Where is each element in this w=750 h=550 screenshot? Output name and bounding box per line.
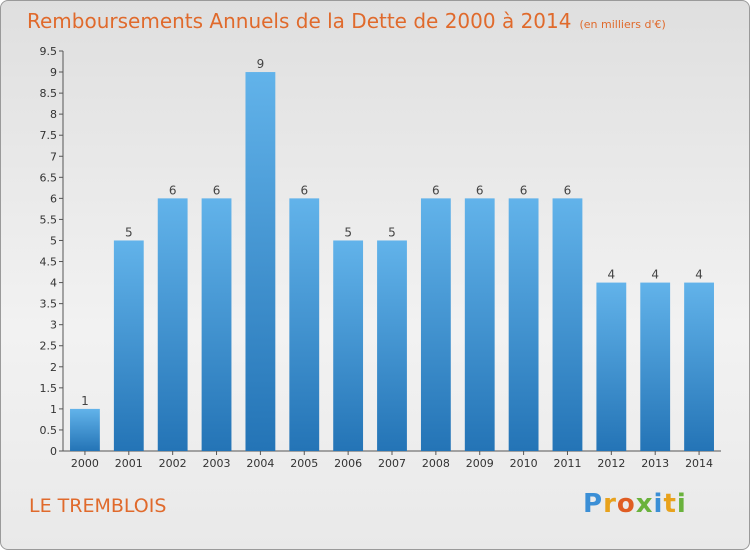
commune-name: LE TREMBLOIS: [29, 495, 167, 517]
y-tick-label: 7: [50, 150, 57, 163]
y-tick-label: 0.5: [40, 424, 58, 437]
data-label: 6: [476, 183, 484, 197]
y-tick-label: 2.5: [40, 340, 58, 353]
bar: [333, 240, 364, 451]
bar: [70, 408, 100, 451]
data-label: 1: [81, 394, 89, 408]
data-label: 9: [257, 57, 265, 71]
x-tick-label: 2009: [466, 457, 494, 470]
bar: [684, 282, 714, 451]
y-tick-label: 4: [50, 277, 57, 290]
x-tick-label: 2008: [422, 457, 450, 470]
y-tick-label: 7.5: [40, 129, 58, 142]
data-label: 6: [564, 183, 572, 197]
chart-unit: (en milliers d'€): [579, 18, 666, 31]
logo-letter: o: [616, 489, 636, 519]
chart-title-text: Remboursements Annuels de la Dette de 20…: [27, 9, 572, 33]
logo-letter: t: [663, 489, 677, 519]
y-tick-label: 3: [50, 319, 57, 332]
data-label: 4: [651, 268, 659, 282]
bar: [596, 282, 627, 451]
y-tick-label: 8.5: [40, 87, 58, 100]
data-label: 4: [695, 268, 703, 282]
y-tick-label: 9.5: [40, 45, 58, 58]
x-tick-label: 2000: [71, 457, 99, 470]
bar: [377, 240, 407, 451]
data-label: 6: [520, 183, 528, 197]
data-label: 5: [125, 225, 133, 239]
data-label: 5: [388, 225, 396, 239]
data-label: 6: [213, 183, 221, 197]
logo-letter: r: [603, 489, 617, 519]
data-label: 5: [344, 225, 352, 239]
data-label: 6: [300, 183, 308, 197]
y-tick-label: 6: [50, 192, 57, 205]
logo-letter: x: [635, 489, 654, 519]
logo-letter: i: [676, 489, 687, 519]
y-tick-label: 1: [50, 403, 57, 416]
bar: [113, 240, 144, 451]
data-label: 6: [169, 183, 177, 197]
y-tick-label: 3.5: [40, 298, 58, 311]
bar: [157, 198, 188, 451]
bar: [420, 198, 451, 451]
logo-letter: i: [653, 489, 664, 519]
y-tick-label: 9: [50, 66, 57, 79]
y-tick-label: 0: [50, 445, 57, 458]
bar: [508, 198, 539, 451]
data-label: 6: [432, 183, 440, 197]
y-tick-label: 4.5: [40, 256, 58, 269]
data-label: 4: [608, 268, 616, 282]
x-tick-label: 2003: [203, 457, 231, 470]
x-tick-label: 2013: [641, 457, 669, 470]
y-tick-label: 2: [50, 361, 57, 374]
y-tick-label: 5.5: [40, 213, 58, 226]
x-tick-label: 2010: [510, 457, 538, 470]
bar: [245, 72, 276, 451]
y-tick-label: 8: [50, 108, 57, 121]
x-tick-label: 2001: [115, 457, 143, 470]
bar: [201, 198, 232, 451]
bar: [552, 198, 583, 451]
x-tick-label: 2004: [246, 457, 274, 470]
bar: [640, 282, 671, 451]
y-tick-label: 6.5: [40, 171, 58, 184]
bar: [289, 198, 320, 451]
x-tick-label: 2012: [597, 457, 625, 470]
x-tick-label: 2005: [290, 457, 318, 470]
x-tick-label: 2014: [685, 457, 713, 470]
x-tick-label: 2006: [334, 457, 362, 470]
proxiti-logo: Proxiti: [583, 489, 687, 519]
y-tick-label: 5: [50, 234, 57, 247]
chart-title: Remboursements Annuels de la Dette de 20…: [27, 9, 666, 33]
x-tick-label: 2007: [378, 457, 406, 470]
x-tick-label: 2011: [553, 457, 581, 470]
x-tick-label: 2002: [159, 457, 187, 470]
y-tick-label: 1.5: [40, 382, 58, 395]
bar: [464, 198, 495, 451]
logo-letter: P: [583, 489, 604, 519]
